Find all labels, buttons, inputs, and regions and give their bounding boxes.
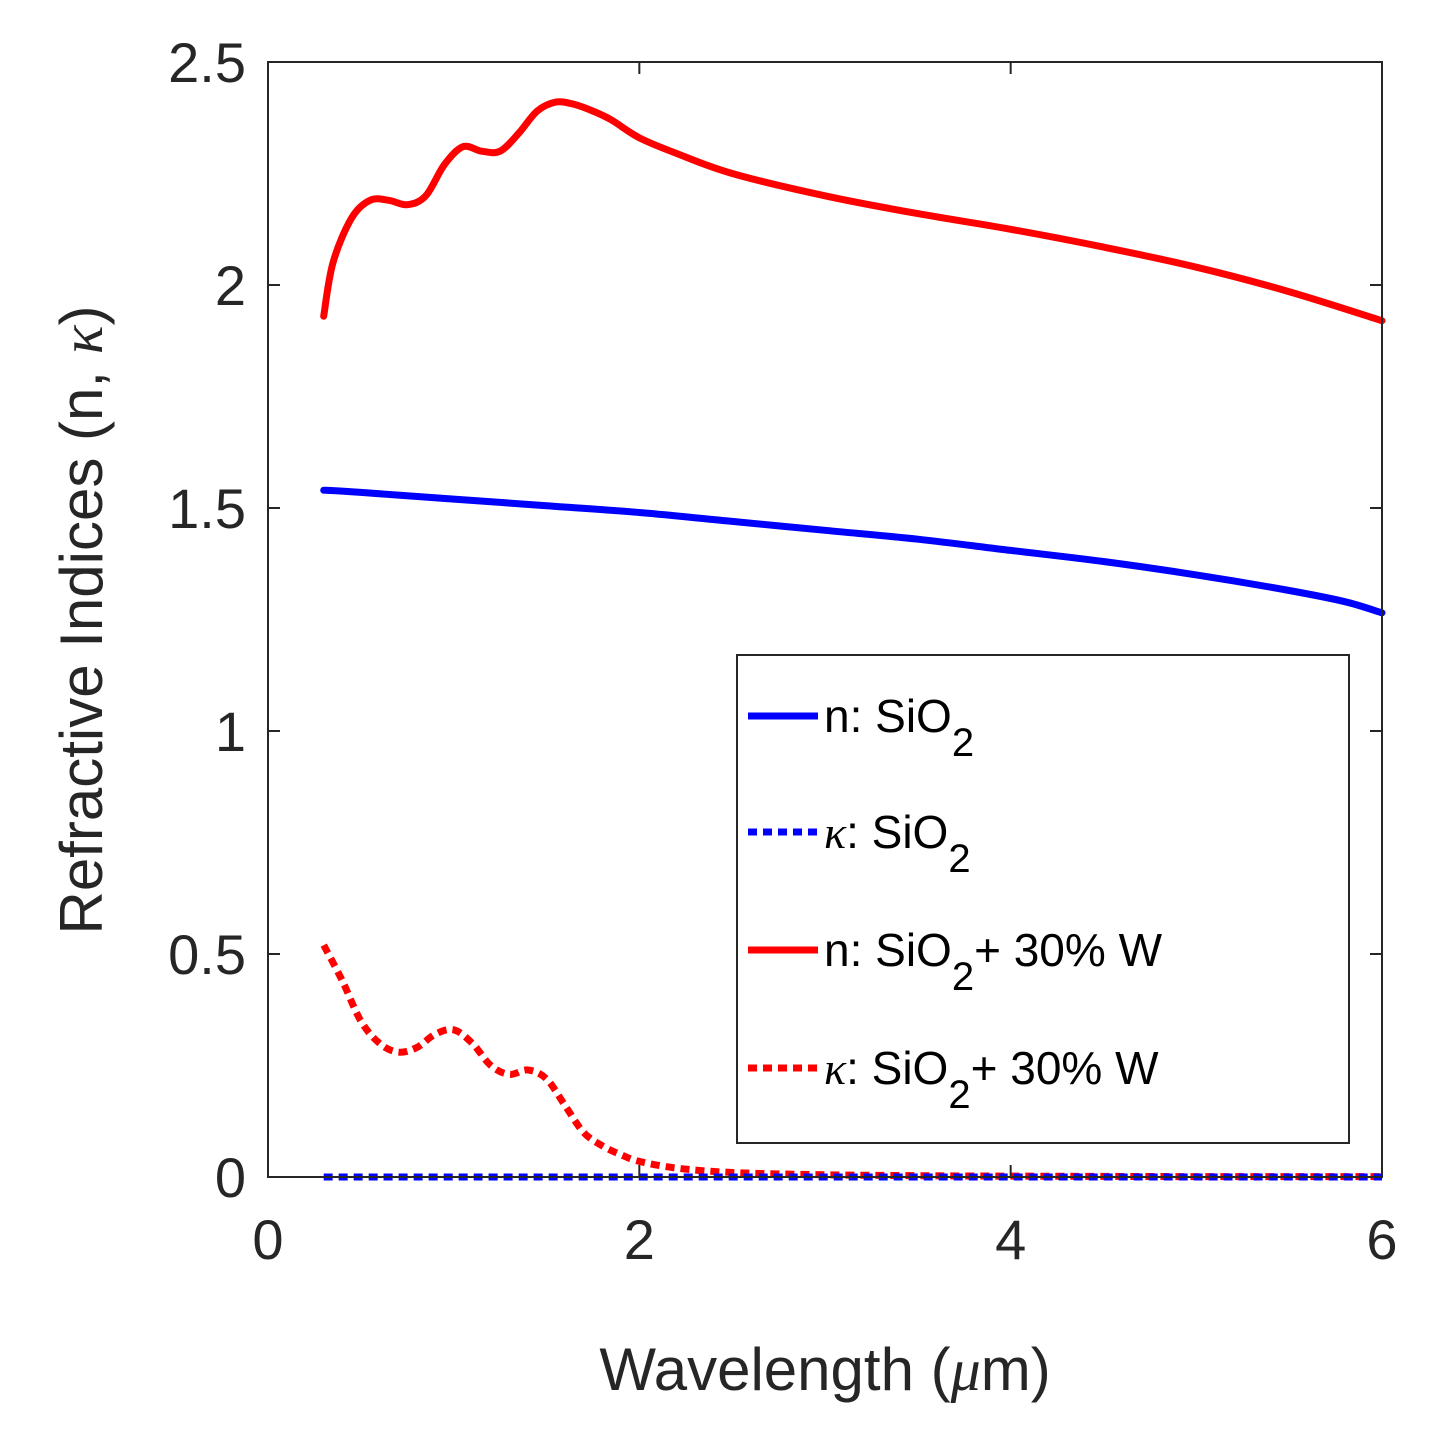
legend-label-2: n: SiO2+ 30% W (824, 924, 1163, 999)
x-tick-label: 6 (1366, 1208, 1397, 1271)
legend-label-3: κ: SiO2+ 30% W (824, 1042, 1159, 1117)
y-axis-label-prefix: Refractive Indices (n, (48, 354, 115, 934)
x-axis-label-mu: μ (950, 1337, 981, 1403)
x-tick-label: 4 (995, 1208, 1026, 1271)
x-axis-label-suffix: m) (981, 1336, 1051, 1403)
legend-prefix: : SiO (846, 1042, 948, 1094)
legend-label-1: κ: SiO2 (824, 806, 971, 881)
legend-subscript: 2 (952, 955, 974, 999)
y-tick-label: 2.5 (168, 31, 246, 94)
legend-label-0: n: SiO2 (824, 690, 974, 765)
legend-subscript: 2 (952, 721, 974, 765)
y-axis-label: Refractive Indices (n, κ) (48, 305, 115, 934)
series-line-2 (320, 98, 1386, 325)
legend-prefix: n: SiO (824, 690, 952, 742)
x-tick-label: 2 (624, 1208, 655, 1271)
legend-subscript: 2 (948, 837, 970, 881)
legend-kappa: κ (824, 807, 847, 858)
y-axis-label-suffix: ) (48, 305, 115, 325)
x-tick-label: 0 (252, 1208, 283, 1271)
legend-suffix: + 30% W (974, 924, 1162, 976)
y-tick-label: 0.5 (168, 923, 246, 986)
y-tick-label: 1.5 (168, 477, 246, 540)
legend-prefix: : SiO (846, 806, 948, 858)
y-tick-label: 1 (215, 700, 246, 763)
legend-box (736, 654, 1350, 1144)
y-axis-label-kappa: κ (49, 324, 115, 354)
legend-suffix: + 30% W (971, 1042, 1159, 1094)
legend-prefix: n: SiO (824, 924, 952, 976)
ticks-layer: 0 2 4 6 0 0.5 1 1.5 2 2.5 (168, 31, 1397, 1271)
plot-frame (267, 61, 1383, 1178)
y-tick-label: 0 (215, 1146, 246, 1209)
x-axis-label: Wavelength (μm) (599, 1336, 1050, 1403)
x-axis-label-prefix: Wavelength ( (599, 1336, 950, 1403)
legend-subscript: 2 (948, 1073, 970, 1117)
series-line-3 (320, 943, 1382, 1181)
series-line-0 (320, 486, 1386, 617)
legend-kappa: κ (824, 1043, 847, 1094)
y-tick-label: 2 (215, 254, 246, 317)
